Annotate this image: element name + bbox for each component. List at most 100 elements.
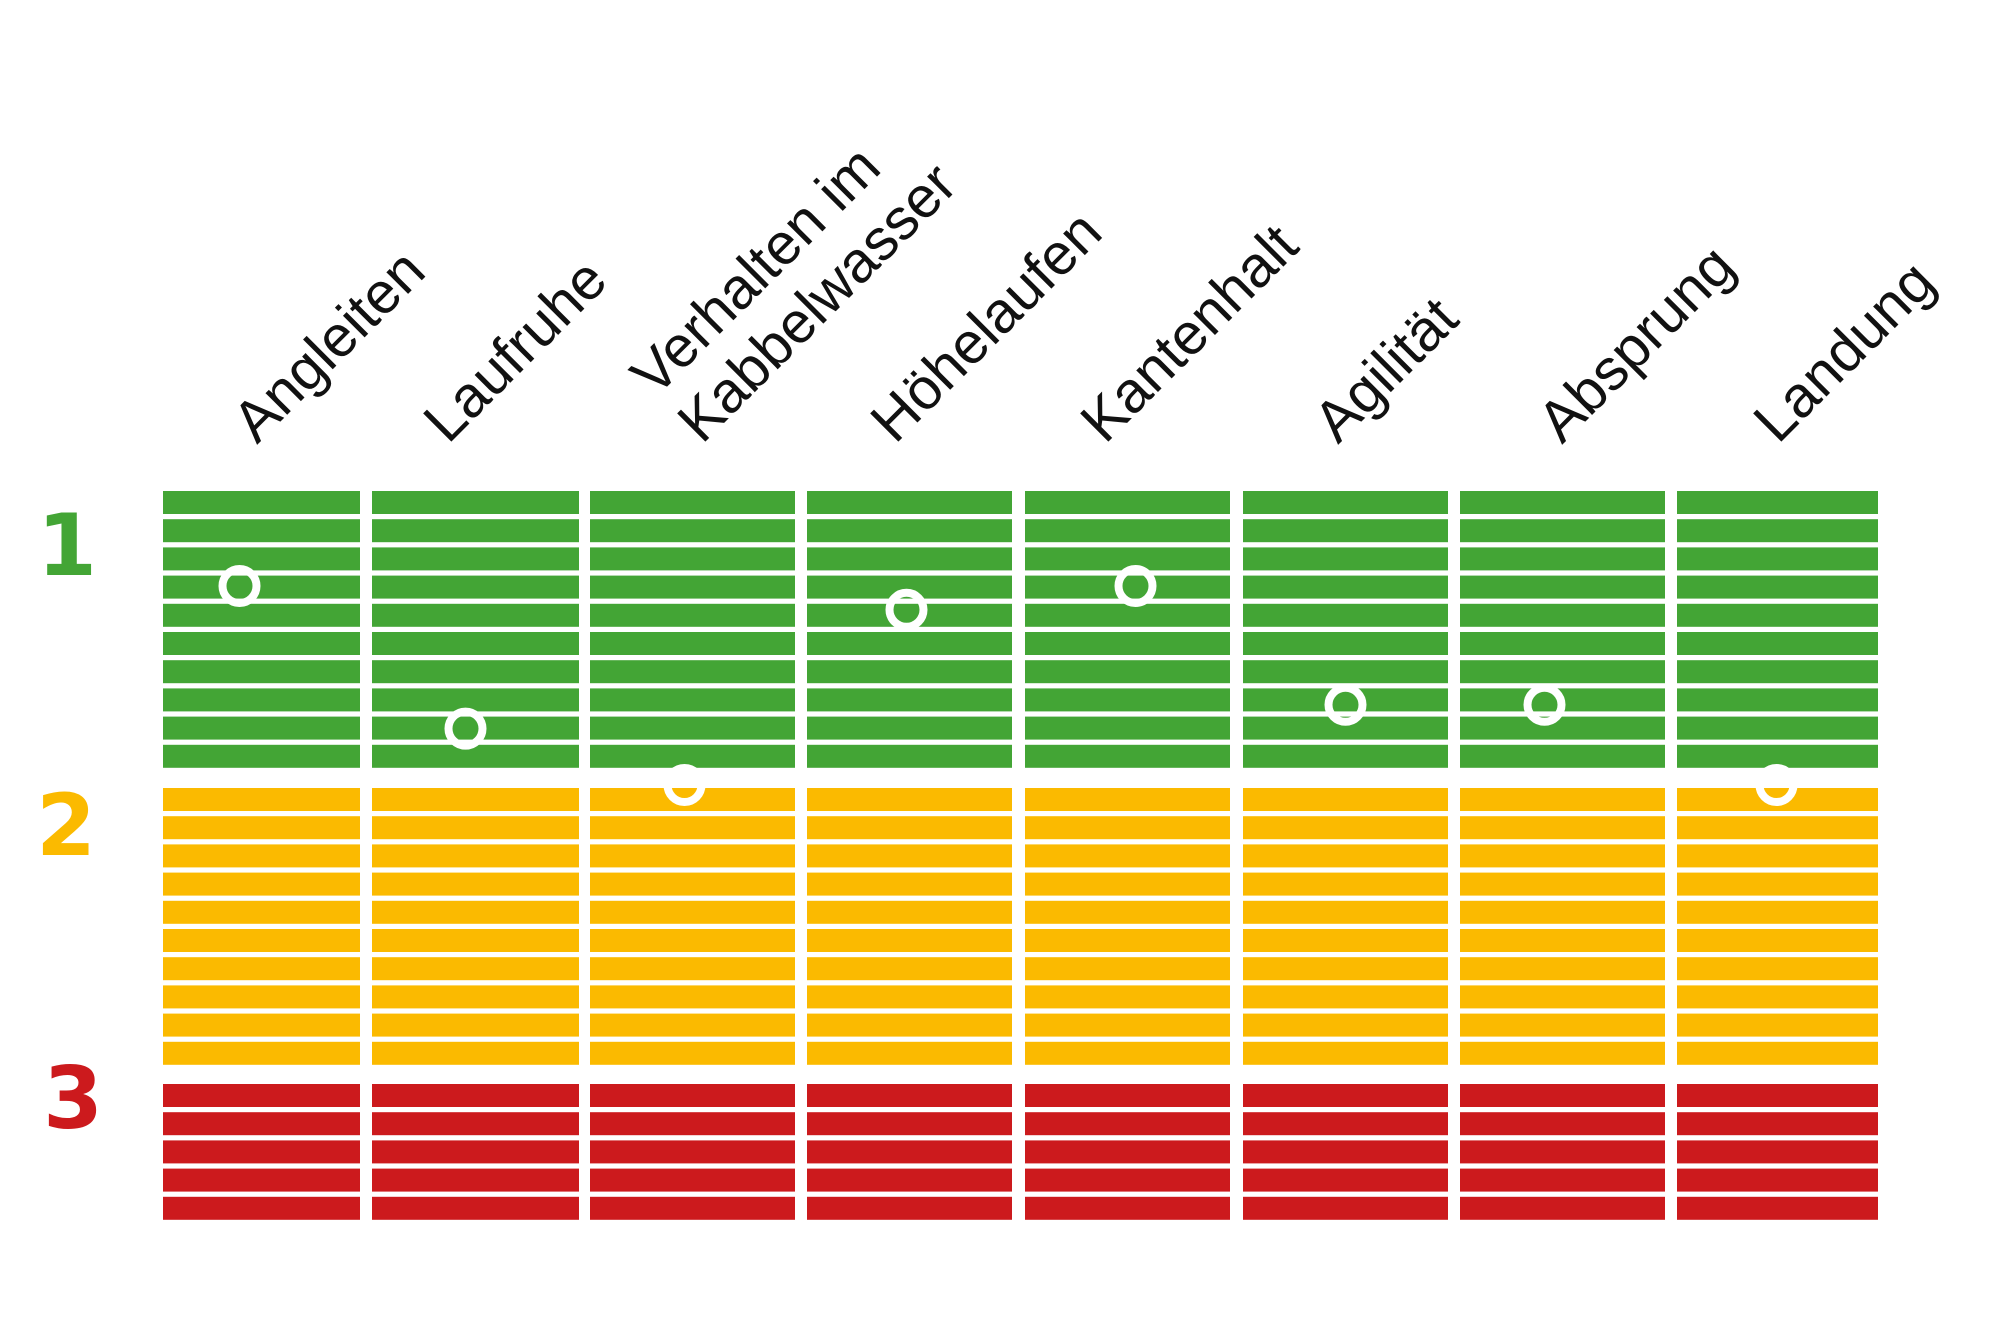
grid-bar [1025,1084,1230,1107]
grid-bar [590,1041,795,1065]
grid-bar [163,900,360,924]
grid-bar [590,900,795,924]
grid-bar [163,632,360,655]
grid-bar [1677,816,1878,840]
grid-bar [1243,788,1448,811]
grid-bar [1460,985,1665,1009]
grid-bar [1243,519,1448,543]
grid-bar [807,844,1012,868]
grid-bar [372,1041,579,1065]
grid-bar [163,929,360,952]
grid-bar [1243,1168,1448,1192]
grid-bar [1025,816,1230,840]
grid-bar [807,744,1012,768]
grid-bar [1460,900,1665,924]
grid-bar [590,547,795,571]
grid-bar [807,900,1012,924]
grid-bar [1025,603,1230,627]
grid-bar [1677,1084,1878,1107]
grid-bar [1460,844,1665,868]
grid-bar [807,632,1012,655]
grid-bar [807,816,1012,840]
grid-bar [163,1112,360,1136]
grid-bar [807,985,1012,1009]
grid-bar [1025,1112,1230,1136]
grid-bar [163,744,360,768]
grid-bar [163,1196,360,1220]
grid-bar [807,929,1012,952]
grid-bar [372,1013,579,1037]
grid-bar [590,985,795,1009]
grid-bar [1243,1112,1448,1136]
grid-bar [590,1140,795,1164]
grid-bar [590,688,795,712]
grid-bar [1677,844,1878,868]
grid-bar [590,660,795,684]
category-label: Agilität [1301,285,1470,454]
grid-bar [372,744,579,768]
grid-bar [590,1112,795,1136]
grid-bar [1460,491,1665,514]
grid-bar [590,1168,795,1192]
grid-bar [1243,1041,1448,1065]
grid-bar [1677,957,1878,981]
grid-bar [1025,660,1230,684]
grid-bar [590,716,795,740]
rating-marker [885,588,928,631]
grid-bar [163,547,360,571]
category-label: Landung [1741,249,1947,455]
grid-bar [1025,716,1230,740]
grid-bar [163,872,360,896]
grid-bar [1677,1041,1878,1065]
grid-bar [1025,547,1230,571]
rating-marker [1114,565,1157,607]
grid-bar [163,788,360,811]
grid-bar [1677,660,1878,684]
grid-bar [1243,929,1448,952]
grid-bar [807,1013,1012,1037]
grid-bar [163,985,360,1009]
grid-bar [1025,575,1230,599]
grid-bar [590,957,795,981]
grid-bar [590,632,795,655]
grid-bar [372,688,579,712]
grid-bar [1025,1041,1230,1065]
grid-bar [1460,519,1665,543]
grid-bar [1243,1013,1448,1037]
grid-bar [1025,632,1230,655]
grid-bar [372,1140,579,1164]
grid-bar [807,1084,1012,1107]
grid-bar [1243,632,1448,655]
grid-bar [1460,929,1665,952]
grid-bar [1025,900,1230,924]
grid-bar [1460,816,1665,840]
rating-marker [1324,683,1367,726]
grid-bar [372,547,579,571]
grid-bar [372,788,579,811]
grid-bar [1460,1112,1665,1136]
level-label-3: 3 [43,1049,103,1149]
grid-bar [372,844,579,868]
grid-bar [807,547,1012,571]
grid-bar [163,688,360,712]
grid-bar [372,816,579,840]
grid-bar [1025,519,1230,543]
grid-bar [1025,788,1230,811]
grid-bar [372,1168,579,1192]
grid-bar [372,716,579,740]
grid-bar [1677,547,1878,571]
level-label-1: 1 [37,496,97,596]
rating-grid [163,491,1878,1220]
rating-marker [218,565,261,607]
grid-bar [1243,1196,1448,1220]
level-label-2: 2 [36,776,96,876]
grid-bar [590,872,795,896]
grid-bar [1677,603,1878,627]
grid-bar [1025,929,1230,952]
grid-bar [1460,744,1665,768]
grid-bar [807,1041,1012,1065]
grid-bar [1677,1196,1878,1220]
grid-bar [590,744,795,768]
grid-bar [163,1084,360,1107]
